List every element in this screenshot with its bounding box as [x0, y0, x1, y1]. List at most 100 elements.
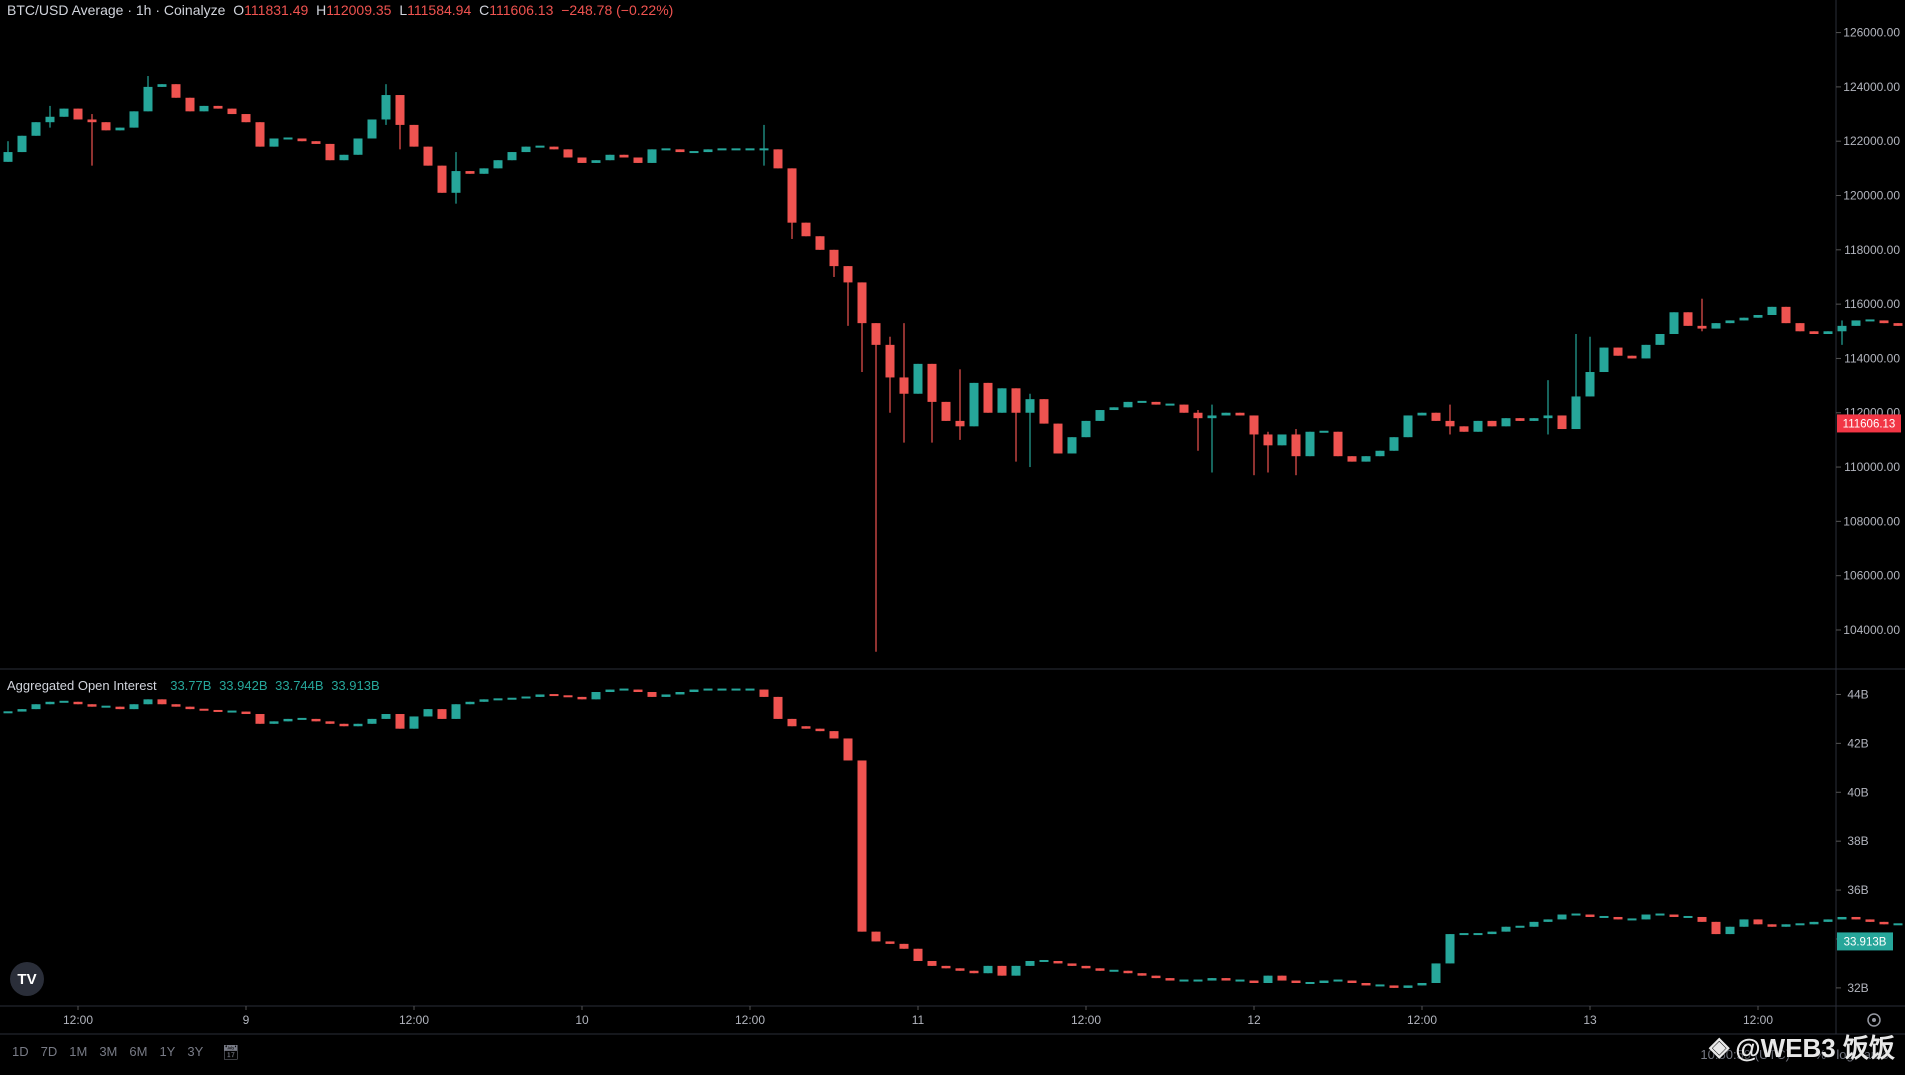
oi-candle[interactable]: [1473, 933, 1483, 936]
oi-candle[interactable]: [1389, 985, 1399, 988]
oi-candle[interactable]: [1165, 978, 1175, 981]
oi-candle[interactable]: [1095, 968, 1105, 971]
price-candle[interactable]: [87, 119, 97, 123]
price-candle[interactable]: [465, 171, 475, 174]
tf-3y-button[interactable]: 3Y: [187, 1044, 204, 1059]
price-candle[interactable]: [689, 151, 699, 154]
tradingview-logo-icon[interactable]: TV: [10, 962, 44, 996]
price-candle[interactable]: [45, 116, 55, 123]
oi-candle[interactable]: [451, 704, 461, 719]
oi-candle[interactable]: [1725, 926, 1735, 935]
oi-candle[interactable]: [143, 699, 153, 705]
price-candle[interactable]: [1109, 407, 1119, 411]
oi-candle[interactable]: [787, 718, 797, 727]
auto-scale-button[interactable]: auto: [1863, 1047, 1889, 1062]
price-candle[interactable]: [17, 135, 27, 153]
price-candle[interactable]: [1739, 317, 1749, 321]
oi-candle[interactable]: [1683, 915, 1693, 918]
price-candle[interactable]: [1221, 412, 1231, 416]
price-candle[interactable]: [1431, 412, 1441, 421]
oi-candle[interactable]: [941, 965, 951, 969]
oi-candle[interactable]: [199, 708, 209, 711]
oi-candle[interactable]: [1599, 915, 1609, 918]
oi-candle[interactable]: [1277, 975, 1287, 981]
price-candle[interactable]: [1151, 401, 1161, 405]
price-candle[interactable]: [423, 146, 433, 166]
oi-candle[interactable]: [1025, 960, 1035, 966]
price-candle[interactable]: [409, 124, 419, 147]
oi-candle[interactable]: [1823, 919, 1833, 922]
utc-clock[interactable]: 10:50:59 (UTC): [1700, 1047, 1790, 1062]
price-candle[interactable]: [1445, 420, 1455, 427]
oi-candle[interactable]: [829, 731, 839, 739]
oi-candle[interactable]: [507, 697, 517, 700]
oi-candle[interactable]: [1781, 924, 1791, 927]
price-candle[interactable]: [479, 168, 489, 174]
price-candle[interactable]: [969, 382, 979, 427]
oi-candle[interactable]: [17, 709, 27, 712]
oi-candle[interactable]: [423, 709, 433, 717]
oi-candle[interactable]: [871, 931, 881, 942]
price-candle[interactable]: [1137, 400, 1147, 403]
price-candle[interactable]: [1865, 319, 1875, 322]
price-candle[interactable]: [1333, 431, 1343, 457]
oi-candle[interactable]: [1291, 980, 1301, 983]
oi-candle[interactable]: [773, 696, 783, 719]
oi-candle[interactable]: [605, 689, 615, 693]
oi-candle[interactable]: [45, 701, 55, 705]
price-candle[interactable]: [1361, 456, 1371, 462]
oi-candle[interactable]: [731, 688, 741, 691]
price-candle[interactable]: [633, 157, 643, 163]
oi-candle[interactable]: [913, 948, 923, 961]
price-candle[interactable]: [1235, 412, 1245, 416]
price-candle[interactable]: [437, 165, 447, 193]
price-candle[interactable]: [1347, 456, 1357, 462]
price-candle[interactable]: [899, 377, 909, 394]
oi-candle[interactable]: [87, 704, 97, 707]
oi-candle[interactable]: [353, 723, 363, 727]
oi-candle[interactable]: [311, 718, 321, 722]
oi-candle[interactable]: [955, 968, 965, 971]
oi-candle[interactable]: [689, 689, 699, 693]
price-candle[interactable]: [871, 323, 881, 345]
price-candle[interactable]: [1081, 420, 1091, 438]
price-candle[interactable]: [143, 86, 153, 112]
oi-candle[interactable]: [1655, 913, 1665, 916]
oi-candle[interactable]: [927, 960, 937, 966]
oi-candle[interactable]: [1641, 914, 1651, 920]
price-candle[interactable]: [1837, 325, 1847, 332]
price-candle[interactable]: [1627, 355, 1637, 359]
oi-candle[interactable]: [367, 718, 377, 724]
oi-candle[interactable]: [1445, 934, 1455, 964]
price-candle[interactable]: [773, 149, 783, 169]
price-candle[interactable]: [3, 152, 13, 162]
price-candle[interactable]: [647, 149, 657, 163]
oi-candle[interactable]: [535, 694, 545, 697]
price-candle[interactable]: [1501, 418, 1511, 427]
oi-candle[interactable]: [1585, 914, 1595, 917]
oi-candle[interactable]: [241, 711, 251, 715]
oi-candle[interactable]: [1207, 978, 1217, 981]
oi-candle[interactable]: [31, 704, 41, 710]
price-candle[interactable]: [1375, 450, 1385, 457]
price-candle[interactable]: [1641, 344, 1651, 359]
price-candle[interactable]: [199, 105, 209, 112]
oi-candle[interactable]: [591, 692, 601, 700]
price-candle[interactable]: [1753, 314, 1763, 318]
settings-gear-icon[interactable]: [1867, 1013, 1881, 1027]
oi-candle[interactable]: [899, 943, 909, 949]
oi-candle[interactable]: [577, 696, 587, 700]
price-candle[interactable]: [59, 108, 69, 117]
price-candle[interactable]: [857, 282, 867, 324]
price-candle[interactable]: [1823, 331, 1833, 334]
price-candle[interactable]: [1711, 323, 1721, 329]
oi-candle[interactable]: [1431, 963, 1441, 983]
oi-candle[interactable]: [549, 694, 559, 697]
price-candle[interactable]: [941, 401, 951, 421]
oi-candle[interactable]: [1137, 973, 1147, 976]
price-candle[interactable]: [577, 157, 587, 163]
oi-candle[interactable]: [1053, 960, 1063, 964]
price-candle[interactable]: [395, 95, 405, 125]
